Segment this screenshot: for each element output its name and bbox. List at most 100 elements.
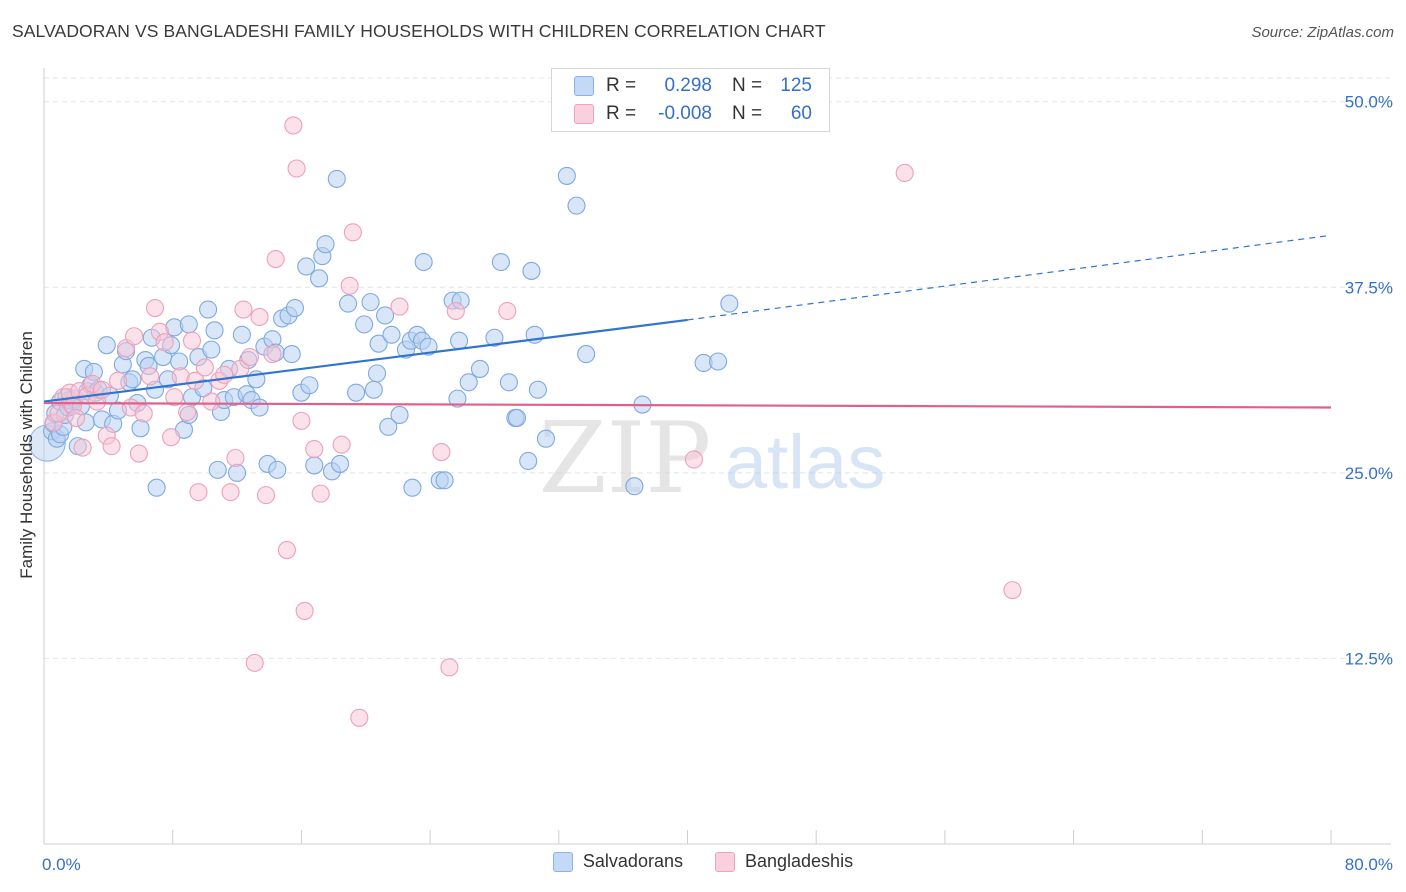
bangladeshis-point — [221, 483, 240, 502]
salvadorans-point — [414, 252, 433, 272]
axes — [43, 68, 1391, 845]
watermark-zip: ZIP — [539, 402, 712, 516]
salvadorans-trend-line — [43, 318, 688, 403]
bangladeshis-point — [498, 301, 517, 321]
salvadorans-point — [361, 293, 380, 312]
n-value: 60 — [790, 103, 812, 124]
salvadorans-point — [179, 315, 198, 334]
salvadorans-point — [450, 331, 469, 350]
salvadorans-point — [709, 352, 728, 371]
y-tick-label: 25.0% — [1345, 464, 1393, 483]
salvadorans-point — [519, 451, 538, 471]
bangladeshis-point — [250, 307, 269, 327]
salvadorans-point — [528, 380, 547, 399]
r-value: 0.298 — [664, 75, 712, 96]
bangladeshis-point — [125, 327, 144, 346]
salvadorans-point — [232, 325, 251, 344]
bangladeshis-point — [134, 404, 153, 423]
bangladeshis-point — [390, 297, 409, 316]
salvadorans-point — [379, 417, 398, 436]
source-label: Source: ZipAtlas.com — [1251, 24, 1394, 41]
salvadorans-point — [367, 364, 387, 383]
bangladeshis-point — [108, 371, 128, 390]
bangladeshis-point — [266, 250, 285, 269]
salvadorans-point — [376, 306, 395, 325]
bangladeshis-point — [178, 402, 197, 422]
legend-row-bangladeshis: R = -0.008 N = 60 — [574, 101, 812, 127]
salvadorans-point — [97, 336, 116, 355]
bangladeshis-point — [263, 345, 282, 364]
bangladeshis-point — [245, 653, 264, 672]
bangladeshis-point — [340, 276, 359, 295]
salvadorans-point — [300, 376, 319, 395]
bangladeshis-point — [684, 450, 703, 469]
salvadorans-point — [557, 166, 576, 185]
bangladeshis-point — [240, 347, 259, 367]
bangladeshis-point — [284, 116, 303, 135]
bangladeshis-point — [145, 299, 165, 318]
salvadorans-point — [507, 408, 527, 427]
n-label: N = — [732, 103, 763, 124]
bangladeshis-point — [895, 163, 914, 183]
salvadorans-point — [485, 328, 504, 347]
legend-item-salvadorans[interactable]: Salvadorans — [552, 851, 683, 872]
legend-row-salvadorans: R = 0.298 N = 125 — [574, 73, 812, 99]
legend-item-bangladeshis[interactable]: Bangladeshis — [714, 851, 853, 872]
salvadorans-point — [364, 380, 383, 399]
n-value: 125 — [780, 75, 812, 96]
bangladeshis-point — [165, 388, 184, 407]
salvadorans-point — [720, 294, 739, 313]
salvadorans-point — [268, 460, 287, 479]
salvadorans-point — [327, 169, 346, 188]
bangladeshis-trend-line — [43, 401, 1332, 409]
y-tick-label: 50.0% — [1345, 93, 1393, 112]
legend-label-salvadorans: Salvadorans — [582, 851, 683, 871]
chart-title: SALVADORAN VS BANGLADESHI FAMILY HOUSEHO… — [12, 21, 826, 41]
salvadorans-point — [205, 321, 224, 340]
salvadorans-point — [330, 454, 350, 473]
bangladeshis-point — [277, 540, 296, 560]
tick-labels: 12.5% 25.0% 37.5% 50.0% 0.0% 80.0% — [42, 93, 1393, 874]
salvadorans-swatch — [574, 76, 594, 96]
salvadorans-point — [282, 345, 301, 364]
bangladeshis-point — [215, 365, 234, 384]
salvadorans-point — [250, 398, 269, 417]
bangladeshis-point — [350, 708, 369, 727]
bangladeshis-point — [332, 435, 351, 454]
salvadorans-point — [419, 337, 438, 356]
salvadorans-point — [448, 389, 467, 408]
y-tick-label: 12.5% — [1345, 649, 1393, 668]
y-axis-label: Family Households with Children — [17, 331, 36, 579]
bangladeshis-point — [67, 408, 86, 427]
r-label: R = — [606, 103, 637, 124]
salvadorans-point — [355, 315, 374, 334]
salvadorans-point — [567, 196, 586, 215]
x-tick-label: 0.0% — [42, 855, 81, 874]
salvadorans-point — [499, 373, 518, 392]
salvadorans-point — [390, 405, 409, 424]
bangladeshis-point — [432, 443, 451, 462]
bangladeshis-point — [129, 444, 148, 463]
bangladeshis-point — [440, 658, 459, 677]
salvadorans-point — [577, 345, 596, 364]
bangladeshis-point — [234, 300, 253, 319]
bangladeshis-point — [202, 392, 221, 411]
y-tick-label: 37.5% — [1345, 278, 1393, 297]
salvadorans-point — [208, 460, 227, 479]
series-legend: Salvadorans Bangladeshis — [0, 851, 1406, 872]
salvadorans-point — [435, 471, 454, 490]
salvadorans-point — [522, 261, 541, 280]
watermark: ZIP atlas — [539, 402, 886, 516]
salvadorans-point — [470, 359, 490, 378]
n-label: N = — [732, 75, 763, 96]
bangladeshis-point — [195, 358, 214, 377]
salvadorans-point — [310, 269, 329, 288]
salvadorans-point — [347, 383, 366, 402]
salvadorans-point — [369, 334, 388, 353]
watermark-atlas: atlas — [725, 420, 886, 505]
bangladeshis-point — [343, 223, 362, 242]
salvadorans-point — [403, 478, 422, 497]
salvadorans-point — [459, 373, 478, 392]
salvadorans-point — [147, 478, 166, 497]
